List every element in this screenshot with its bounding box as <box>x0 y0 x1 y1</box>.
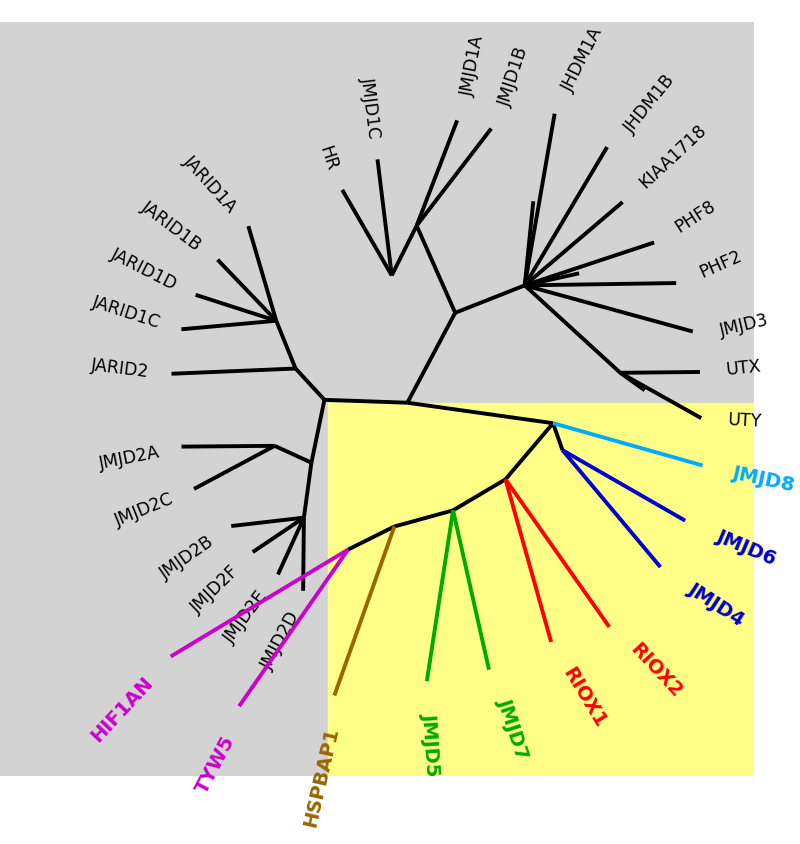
Text: JMJD2C: JMJD2C <box>112 490 177 529</box>
Text: HIF1AN: HIF1AN <box>87 673 157 745</box>
Text: JMJD6: JMJD6 <box>713 526 778 568</box>
Text: JARID1B: JARID1B <box>138 197 205 254</box>
Text: JMJD2D: JMJD2D <box>258 609 304 673</box>
Text: TYW5: TYW5 <box>193 732 238 796</box>
Text: JMJD1C: JMJD1C <box>358 75 384 138</box>
Text: UTX: UTX <box>726 357 762 379</box>
Text: JMJD4: JMJD4 <box>684 578 747 628</box>
Text: HSPBAP1: HSPBAP1 <box>301 724 342 828</box>
Text: HR: HR <box>315 143 340 173</box>
Text: JARID1D: JARID1D <box>107 245 179 293</box>
Text: JMJD1A: JMJD1A <box>458 34 488 98</box>
Text: JMJD8: JMJD8 <box>730 463 796 495</box>
Bar <box>328 403 754 776</box>
Text: JARID1A: JARID1A <box>179 152 240 216</box>
Text: JMJD3: JMJD3 <box>718 311 770 340</box>
Text: PHF8: PHF8 <box>671 197 718 236</box>
Text: PHF2: PHF2 <box>697 246 745 281</box>
Text: JMJD2F: JMJD2F <box>187 561 242 616</box>
Text: JMJD2A: JMJD2A <box>97 442 161 472</box>
Text: JMJD5: JMJD5 <box>419 711 443 776</box>
Text: RIOX1: RIOX1 <box>558 663 609 730</box>
Text: JMJD1B: JMJD1B <box>495 45 532 109</box>
Text: JHDM1B: JHDM1B <box>621 71 679 137</box>
Text: JMJD7: JMJD7 <box>494 694 531 760</box>
Text: JMJD2B: JMJD2B <box>157 532 218 582</box>
Text: KIAA1718: KIAA1718 <box>636 121 710 192</box>
Text: UTY: UTY <box>727 411 762 430</box>
Text: JMJD2E: JMJD2E <box>221 587 271 647</box>
Text: RIOX2: RIOX2 <box>627 639 686 701</box>
Text: JHDM1A: JHDM1A <box>558 25 606 95</box>
Text: JARID1C: JARID1C <box>90 293 162 332</box>
Text: JARID2: JARID2 <box>90 355 150 381</box>
